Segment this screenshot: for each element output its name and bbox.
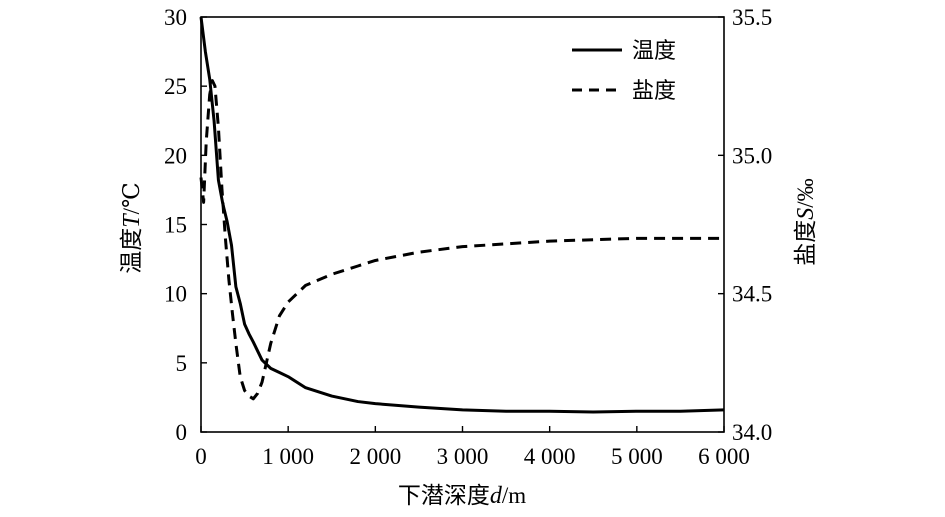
x-tick-label: 3 000	[437, 444, 489, 469]
y-right-label-unit: /‰	[793, 178, 818, 207]
y-right-axis-label: 盐度S/‰	[793, 178, 819, 265]
x-tick-label: 4 000	[524, 444, 576, 469]
y-left-tick-label: 5	[176, 351, 188, 376]
y-right-label-cn: 盐度	[793, 220, 819, 266]
legend-label-salinity: 盐度	[632, 79, 676, 104]
legend: 温度 盐度	[572, 39, 676, 104]
y-left-label-cn: 温度	[119, 228, 145, 274]
y-left-tick-label: 30	[164, 5, 187, 30]
x-tick-label: 0	[195, 444, 207, 469]
x-label-var: d	[490, 483, 503, 509]
y-left-label-unit: /℃	[119, 182, 144, 214]
x-tick-label: 1 000	[262, 444, 314, 469]
series-line-temperature	[199, 16, 725, 414]
x-tick-label: 5 000	[611, 444, 663, 469]
y-right-label-var: S	[793, 208, 819, 220]
y-left-tick-label: 25	[164, 74, 187, 99]
y-left-tick-label: 0	[176, 420, 188, 445]
series-line-salinity	[199, 79, 724, 401]
x-tick-label: 2 000	[349, 444, 401, 469]
axes-layer: 0 1 000 2 000 3 000 4 000 5 000 6 000 0 5 10 15 20 2…	[164, 5, 772, 469]
y-right-tick-label: 34.0	[732, 420, 772, 445]
y-left-label-var: T	[119, 213, 145, 228]
y-right-tick-label: 35.0	[732, 143, 772, 168]
y-left-tick-label: 20	[164, 143, 187, 168]
x-label-cn: 下潜深度	[398, 483, 490, 509]
y-right-tick-label: 34.5	[732, 282, 772, 307]
x-label-unit: /m	[502, 483, 526, 508]
x-tick-label: 6 000	[698, 444, 750, 469]
y-right-tick-label: 35.5	[732, 5, 772, 30]
y-left-axis-label: 温度T/℃	[119, 182, 145, 273]
series-layer	[199, 16, 725, 414]
x-axis-label: 下潜深度d/m	[398, 483, 526, 509]
y-left-tick-label: 15	[164, 213, 187, 238]
y-left-tick-label: 10	[164, 282, 187, 307]
legend-label-temperature: 温度	[632, 39, 676, 64]
